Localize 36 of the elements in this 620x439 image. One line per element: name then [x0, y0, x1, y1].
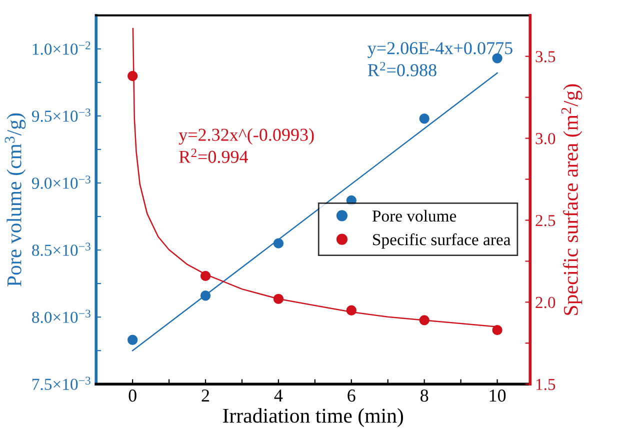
y-tick-label: 7.5×10$^{−3}$ [32, 376, 90, 390]
y2-tick-label: 3.5 [536, 51, 556, 62]
point [127, 70, 138, 82]
y-tick-label: 9.0×10$^{−3}$ [32, 176, 90, 189]
legend-label: Specific surface area [373, 233, 511, 249]
y-tick-label: 1.0×10$^{−2}$ [32, 42, 90, 55]
y-tick-label: 8.5×10$^{−3}$ [32, 242, 90, 256]
point [200, 290, 211, 301]
x-tick-label: 6 [348, 390, 356, 402]
annotation: R$^{2}$=0.988 [368, 62, 436, 76]
y-tick-label: 9.5×10$^{−3}$ [32, 108, 90, 122]
point [346, 305, 356, 316]
point [273, 238, 284, 248]
point [273, 294, 284, 304]
legend-label: Pore volume [372, 210, 456, 222]
point [419, 114, 430, 124]
point [492, 324, 502, 336]
y2-axis-title: Specific surface area (m$^{2}$/g) [561, 84, 582, 315]
annotation: R$^{2}$=0.994 [179, 148, 248, 164]
y2-tick-label: 2.5 [536, 214, 556, 226]
annotation: y=2.06E-4x+0.0775 [368, 42, 512, 58]
y2-tick-label: 2.0 [536, 296, 556, 308]
annotation: y=2.32x^(-0.0993) [178, 128, 314, 145]
x-axis-title: Irradiation time (min) [223, 408, 404, 428]
x-tick-label: 4 [274, 390, 283, 402]
y2-tick-label: 1.5 [536, 378, 556, 390]
x-tick-label: 8 [420, 390, 428, 402]
point [200, 270, 211, 282]
point [127, 334, 138, 345]
x-tick-label: 10 [490, 390, 506, 402]
x-tick-label: 0 [128, 390, 136, 402]
x-tick-label: 2 [202, 390, 210, 402]
y-axis-title: Pore volume (cm$^{3}$/g) [4, 113, 26, 286]
point [419, 315, 430, 326]
y2-tick-label: 3.0 [536, 132, 556, 144]
y-tick-label: 8.0×10$^{−3}$ [32, 310, 90, 324]
